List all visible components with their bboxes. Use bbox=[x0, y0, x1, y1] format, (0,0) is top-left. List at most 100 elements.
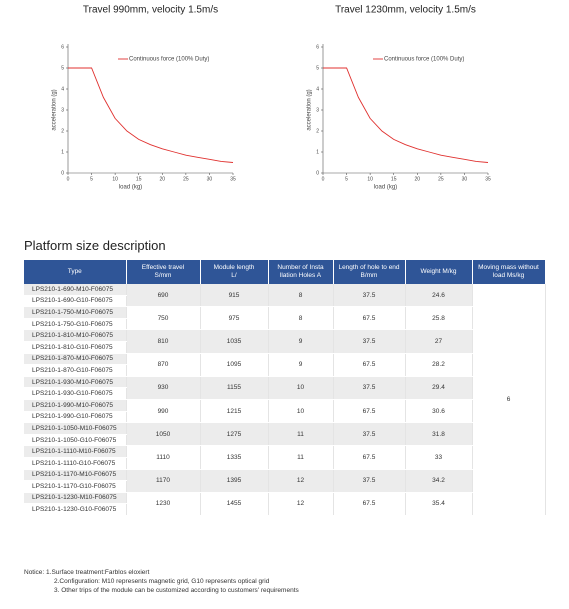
weight-cell: 27 bbox=[405, 329, 473, 354]
length-cell: 1155 bbox=[200, 376, 269, 400]
x-tick-label: 30 bbox=[462, 176, 468, 182]
y-tick-label: 3 bbox=[61, 107, 64, 113]
header-row: Type Effective travel S/mm Module length L… bbox=[24, 260, 546, 284]
holes-cell: 9 bbox=[268, 353, 334, 377]
weight-cell: 29.4 bbox=[405, 376, 473, 400]
b-cell: 37.5 bbox=[333, 422, 406, 447]
y-tick-label: 1 bbox=[61, 149, 64, 155]
holes-cell: 11 bbox=[268, 422, 334, 447]
length-cell: 1095 bbox=[200, 353, 269, 377]
table-row: LPS210-1-690-M10-F06075 690 915 8 37.5 24.6 6 bbox=[24, 284, 546, 516]
y-tick-label: 2 bbox=[316, 128, 319, 134]
travel-cell: 690 bbox=[126, 284, 201, 308]
table-row: LPS210-1-870-G10-F06075 bbox=[24, 364, 545, 377]
table-row: LPS210-1-930-M10-F06075 930 1155 10 37.5 29.4 bbox=[24, 376, 545, 400]
weight-cell: 28.2 bbox=[405, 353, 473, 377]
y-axis-label: acceleration (g) bbox=[52, 89, 58, 130]
type-cell: LPS210-1-1230-G10-F06075 bbox=[24, 503, 127, 516]
y-tick-label: 5 bbox=[316, 65, 319, 71]
table-row: LPS210-1-1170-G10-F06075 bbox=[24, 480, 545, 493]
table-row: LPS210-1-1230-M10-F06075 1230 1455 12 67.5 35… bbox=[24, 492, 545, 516]
length-cell: 1275 bbox=[200, 422, 269, 447]
length-cell: 1215 bbox=[200, 399, 269, 424]
holes-cell: 12 bbox=[268, 469, 334, 493]
holes-cell: 8 bbox=[268, 284, 334, 308]
x-tick-label: 10 bbox=[367, 176, 373, 182]
holes-cell: 10 bbox=[268, 376, 334, 400]
b-cell: 67.5 bbox=[333, 445, 406, 470]
column-header: Type bbox=[24, 260, 127, 284]
table-row: LPS210-1-750-M10-F06075 750 975 8 67.5 25.8 bbox=[24, 306, 545, 331]
length-cell: 1455 bbox=[200, 492, 269, 516]
legend-label: Continuous force (100% Duty) bbox=[129, 57, 209, 63]
length-cell: 1335 bbox=[200, 445, 269, 470]
type-cell: LPS210-1-750-G10-F06075 bbox=[24, 318, 127, 331]
x-tick-label: 35 bbox=[485, 176, 491, 182]
y-tick-label: 4 bbox=[61, 86, 64, 92]
x-tick-label: 20 bbox=[415, 176, 421, 182]
legend-label: Continuous force (100% Duty) bbox=[384, 57, 464, 63]
holes-cell: 10 bbox=[268, 399, 334, 424]
table-row: LPS210-1-1170-M10-F06075 1170 1395 12 37.5 34… bbox=[24, 469, 545, 493]
type-cell: LPS210-1-690-M10-F06075 bbox=[24, 284, 127, 296]
x-tick-label: 25 bbox=[183, 176, 189, 182]
b-cell: 67.5 bbox=[333, 399, 406, 424]
travel-cell: 1110 bbox=[126, 445, 201, 470]
section-title: Platform size description bbox=[24, 238, 166, 253]
travel-cell: 1230 bbox=[126, 492, 201, 516]
travel-cell: 870 bbox=[126, 353, 201, 377]
b-cell: 67.5 bbox=[333, 306, 406, 331]
notes: Notice: 1.Surface treatment:Farblos elox… bbox=[24, 568, 299, 595]
table-row: LPS210-1-1230-G10-F06075 bbox=[24, 503, 545, 516]
x-tick-label: 15 bbox=[391, 176, 397, 182]
moving-mass-cell: 6 bbox=[472, 284, 546, 516]
weight-cell: 33 bbox=[405, 445, 473, 470]
x-tick-label: 35 bbox=[230, 176, 236, 182]
note: 1.Surface treatment:Farblos eloxiert bbox=[46, 569, 150, 576]
type-cell: LPS210-1-810-G10-F06075 bbox=[24, 341, 127, 354]
chart-title: Travel 1230mm, velocity 1.5m/s bbox=[335, 5, 476, 16]
note: 2.Configuration: M10 represents magnetic… bbox=[54, 578, 270, 585]
table-row: LPS210-1-1050-G10-F06075 bbox=[24, 434, 545, 447]
weight-cell: 35.4 bbox=[405, 492, 473, 516]
table-row: LPS210-1-1110-M10-F06075 1110 1335 11 67.5 33 bbox=[24, 445, 545, 470]
notes-label: Notice: bbox=[24, 569, 45, 576]
y-tick-label: 2 bbox=[61, 128, 64, 134]
type-cell: LPS210-1-930-M10-F06075 bbox=[24, 376, 127, 389]
type-cell: LPS210-1-870-G10-F06075 bbox=[24, 364, 127, 377]
travel-cell: 990 bbox=[126, 399, 201, 424]
type-cell: LPS210-1-990-G10-F06075 bbox=[24, 411, 127, 424]
x-tick-label: 25 bbox=[438, 176, 444, 182]
type-cell: LPS210-1-870-M10-F06075 bbox=[24, 353, 127, 366]
type-cell: LPS210-1-1170-G10-F06075 bbox=[24, 480, 127, 493]
chart-title: Travel 990mm, velocity 1.5m/s bbox=[83, 5, 218, 16]
weight-cell: 24.6 bbox=[405, 284, 473, 308]
x-tick-label: 5 bbox=[345, 176, 348, 182]
table-row: LPS210-1-810-M10-F06075 810 1035 9 37.5 27 bbox=[24, 329, 545, 354]
weight-cell: 34.2 bbox=[405, 469, 473, 493]
b-cell: 37.5 bbox=[333, 284, 406, 308]
travel-cell: 1050 bbox=[126, 422, 201, 447]
type-cell: LPS210-1-1050-M10-F06075 bbox=[24, 422, 127, 435]
type-cell: LPS210-1-930-G10-F06075 bbox=[24, 387, 127, 400]
y-tick-label: 4 bbox=[316, 86, 319, 92]
table-row: LPS210-1-750-G10-F06075 bbox=[24, 318, 545, 331]
travel-cell: 1170 bbox=[126, 469, 201, 493]
y-tick-label: 0 bbox=[61, 170, 64, 176]
x-axis-label: load (kg) bbox=[374, 185, 397, 191]
column-header: Module length L/ bbox=[200, 260, 269, 284]
b-cell: 37.5 bbox=[333, 329, 406, 354]
travel-cell: 750 bbox=[126, 306, 201, 331]
y-tick-label: 0 bbox=[316, 170, 319, 176]
table-row: LPS210-1-1110-G10-F06075 bbox=[24, 457, 545, 470]
holes-cell: 8 bbox=[268, 306, 334, 331]
table-row: LPS210-1-870-M10-F06075 870 1095 9 67.5 28.2 bbox=[24, 353, 545, 377]
type-cell: LPS210-1-810-M10-F06075 bbox=[24, 329, 127, 342]
column-header: Moving mass without load Ms/kg bbox=[472, 260, 546, 284]
type-cell: LPS210-1-1110-G10-F06075 bbox=[24, 457, 127, 470]
length-cell: 915 bbox=[200, 284, 269, 308]
y-axis-label: acceleration (g) bbox=[307, 89, 313, 130]
x-axis-label: load (kg) bbox=[119, 185, 142, 191]
